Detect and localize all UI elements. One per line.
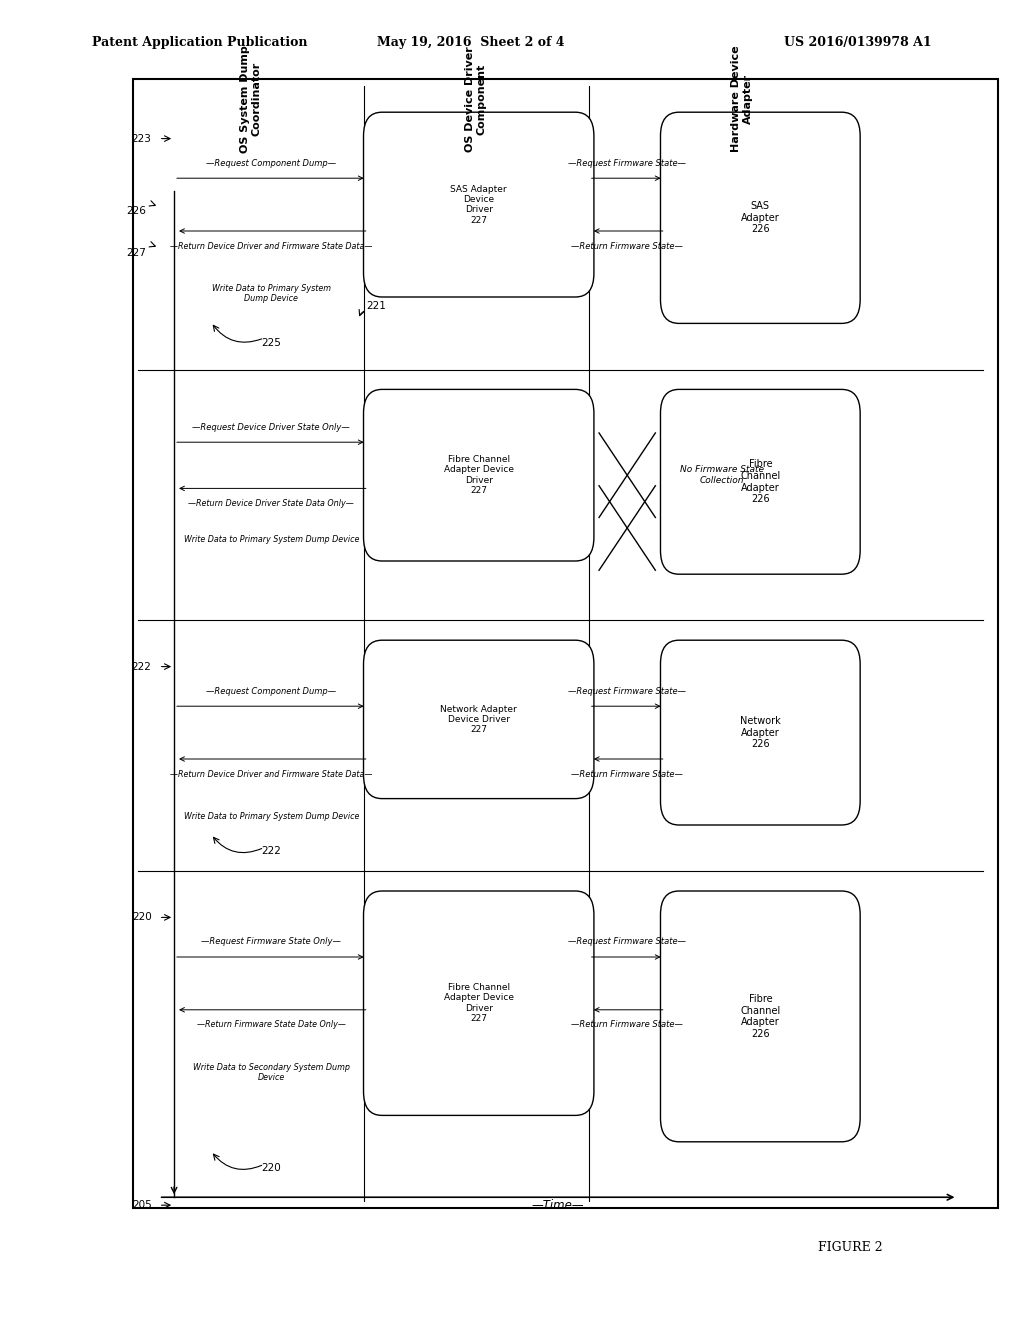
Text: Write Data to Secondary System Dump
Device: Write Data to Secondary System Dump Devi… [193,1063,350,1082]
FancyBboxPatch shape [133,79,998,1208]
Text: Fibre
Channel
Adapter
226: Fibre Channel Adapter 226 [740,459,780,504]
Text: Patent Application Publication: Patent Application Publication [92,36,307,49]
Text: 205: 205 [132,1200,152,1210]
Text: Write Data to Primary System Dump Device: Write Data to Primary System Dump Device [183,812,359,821]
Text: No Firmware State
Collection: No Firmware State Collection [680,466,764,484]
Text: SAS
Adapter
226: SAS Adapter 226 [741,201,779,235]
FancyBboxPatch shape [660,389,860,574]
FancyBboxPatch shape [660,640,860,825]
Text: 227: 227 [127,248,146,259]
Text: —Return Device Driver and Firmware State Data—: —Return Device Driver and Firmware State… [170,242,373,251]
Text: —Return Firmware State—: —Return Firmware State— [571,242,683,251]
Text: 225: 225 [261,338,281,348]
Text: 220: 220 [261,1163,281,1173]
Text: —Request Firmware State—: —Request Firmware State— [568,937,686,946]
Text: —Return Device Driver State Data Only—: —Return Device Driver State Data Only— [188,499,354,508]
Text: Fibre Channel
Adapter Device
Driver
227: Fibre Channel Adapter Device Driver 227 [443,455,514,495]
Text: FIGURE 2: FIGURE 2 [817,1241,883,1254]
Text: 222: 222 [261,846,281,857]
Text: —Return Firmware State—: —Return Firmware State— [571,1020,683,1030]
Text: —Return Device Driver and Firmware State Data—: —Return Device Driver and Firmware State… [170,770,373,779]
Text: —Return Firmware State—: —Return Firmware State— [571,770,683,779]
Text: Network
Adapter
226: Network Adapter 226 [740,715,780,750]
Text: Network Adapter
Device Driver
227: Network Adapter Device Driver 227 [440,705,517,734]
Text: Write Data to Primary System Dump Device: Write Data to Primary System Dump Device [183,535,359,544]
Text: —Return Firmware State Date Only—: —Return Firmware State Date Only— [197,1020,346,1030]
FancyBboxPatch shape [364,640,594,799]
FancyBboxPatch shape [364,389,594,561]
FancyBboxPatch shape [364,891,594,1115]
Text: —Request Firmware State—: —Request Firmware State— [568,158,686,168]
Text: —Request Component Dump—: —Request Component Dump— [206,686,337,696]
Text: —Request Firmware State Only—: —Request Firmware State Only— [202,937,341,946]
Text: May 19, 2016  Sheet 2 of 4: May 19, 2016 Sheet 2 of 4 [377,36,565,49]
FancyBboxPatch shape [364,112,594,297]
FancyBboxPatch shape [660,112,860,323]
Text: —Time—: —Time— [531,1199,585,1212]
Text: —Request Firmware State—: —Request Firmware State— [568,686,686,696]
Text: 226: 226 [127,206,146,216]
Text: 220: 220 [132,912,152,923]
Text: 223: 223 [132,133,152,144]
Text: —Request Component Dump—: —Request Component Dump— [206,158,337,168]
Text: Hardware Device
Adapter: Hardware Device Adapter [731,46,753,152]
Text: OS System Dump
Coordinator: OS System Dump Coordinator [240,45,261,153]
Text: Fibre Channel
Adapter Device
Driver
227: Fibre Channel Adapter Device Driver 227 [443,983,514,1023]
Text: OS Device Driver
Component: OS Device Driver Component [465,46,486,152]
FancyBboxPatch shape [660,891,860,1142]
Text: 222: 222 [132,661,152,672]
Text: —Request Device Driver State Only—: —Request Device Driver State Only— [193,422,350,432]
Text: SAS Adapter
Device
Driver
227: SAS Adapter Device Driver 227 [451,185,507,224]
Text: US 2016/0139978 A1: US 2016/0139978 A1 [784,36,932,49]
Text: 221: 221 [367,301,386,312]
Text: Write Data to Primary System
Dump Device: Write Data to Primary System Dump Device [212,284,331,304]
Text: Fibre
Channel
Adapter
226: Fibre Channel Adapter 226 [740,994,780,1039]
